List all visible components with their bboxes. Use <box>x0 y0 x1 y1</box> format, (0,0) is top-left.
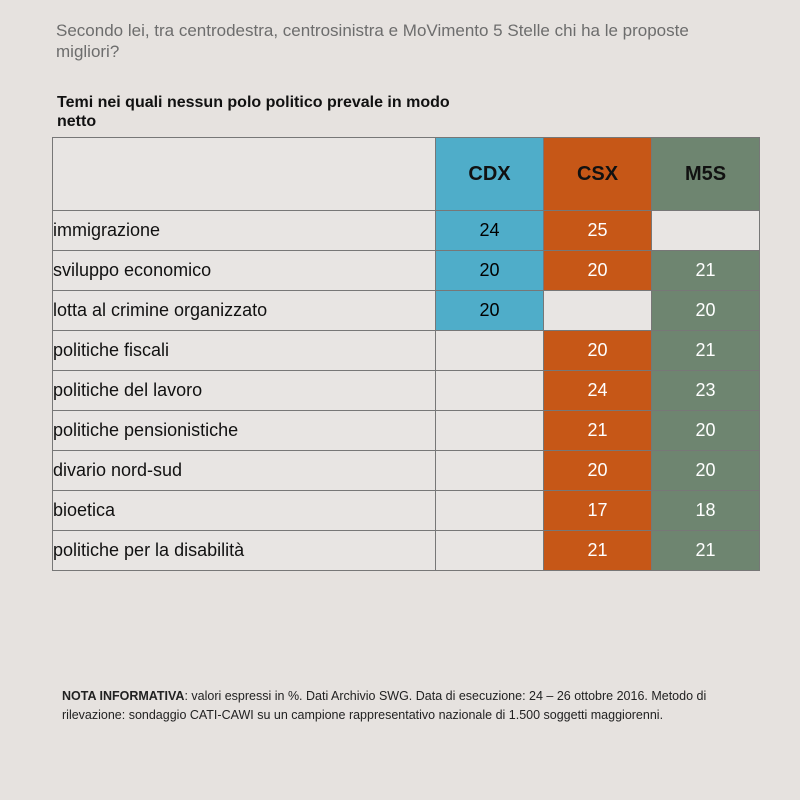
methodology-note: NOTA INFORMATIVA: valori espressi in %. … <box>62 687 762 725</box>
value-cell-csx: 21 <box>543 530 652 571</box>
row-label: bioetica <box>52 490 436 531</box>
value-cell-csx: 17 <box>543 490 652 531</box>
row-label: politiche pensionistiche <box>52 410 436 451</box>
table-row: politiche pensionistiche 21 20 <box>52 410 760 451</box>
value-cell-m5s: 20 <box>651 410 760 451</box>
table-row: immigrazione 24 25 <box>52 210 760 251</box>
table-row: divario nord-sud 20 20 <box>52 450 760 491</box>
value-cell-m5s: 21 <box>651 250 760 291</box>
value-cell-csx: 25 <box>543 210 652 251</box>
value-cell-m5s: 20 <box>651 450 760 491</box>
value-cell-m5s: 23 <box>651 370 760 411</box>
row-label: lotta al crimine organizzato <box>52 290 436 331</box>
table-body: immigrazione 24 25 sviluppo economico 20 20 21… <box>52 210 760 571</box>
table-row: politiche del lavoro 24 23 <box>52 370 760 411</box>
value-cell-m5s: 18 <box>651 490 760 531</box>
header-corner-cell <box>52 137 436 211</box>
value-cell-csx: 20 <box>543 330 652 371</box>
column-header-cdx: CDX <box>435 137 544 211</box>
row-label: immigrazione <box>52 210 436 251</box>
value-cell-csx: 21 <box>543 410 652 451</box>
column-header-csx: CSX <box>543 137 652 211</box>
value-cell-cdx: 20 <box>435 250 544 291</box>
value-cell-m5s: 21 <box>651 530 760 571</box>
row-label: politiche fiscali <box>52 330 436 371</box>
survey-question: Secondo lei, tra centrodestra, centrosin… <box>56 21 689 61</box>
value-cell-m5s <box>651 210 760 251</box>
value-cell-cdx <box>435 410 544 451</box>
value-cell-csx: 20 <box>543 250 652 291</box>
note-label: NOTA INFORMATIVA <box>62 689 185 703</box>
value-cell-cdx <box>435 490 544 531</box>
value-cell-m5s: 20 <box>651 290 760 331</box>
row-label: divario nord-sud <box>52 450 436 491</box>
table-row: politiche per la disabilità 21 21 <box>52 530 760 571</box>
value-cell-cdx: 24 <box>435 210 544 251</box>
row-label: politiche del lavoro <box>52 370 436 411</box>
table-row: sviluppo economico 20 20 21 <box>52 250 760 291</box>
column-header-m5s: M5S <box>651 137 760 211</box>
value-cell-csx: 24 <box>543 370 652 411</box>
value-cell-cdx <box>435 530 544 571</box>
table-row: bioetica 17 18 <box>52 490 760 531</box>
row-label: politiche per la disabilità <box>52 530 436 571</box>
results-table: CDX CSX M5S immigrazione 24 25 sviluppo eco… <box>52 137 760 571</box>
value-cell-cdx <box>435 450 544 491</box>
table-row: politiche fiscali 20 21 <box>52 330 760 371</box>
header-row: CDX CSX M5S <box>52 137 760 211</box>
row-label: sviluppo economico <box>52 250 436 291</box>
value-cell-cdx <box>435 330 544 371</box>
value-cell-csx: 20 <box>543 450 652 491</box>
value-cell-cdx <box>435 370 544 411</box>
table-title: Temi nei quali nessun polo politico prev… <box>57 94 450 130</box>
value-cell-csx <box>543 290 652 331</box>
value-cell-m5s: 21 <box>651 330 760 371</box>
note-text: : valori espressi in %. Dati Archivio SW… <box>62 689 707 722</box>
table-row: lotta al crimine organizzato 20 20 <box>52 290 760 331</box>
value-cell-cdx: 20 <box>435 290 544 331</box>
